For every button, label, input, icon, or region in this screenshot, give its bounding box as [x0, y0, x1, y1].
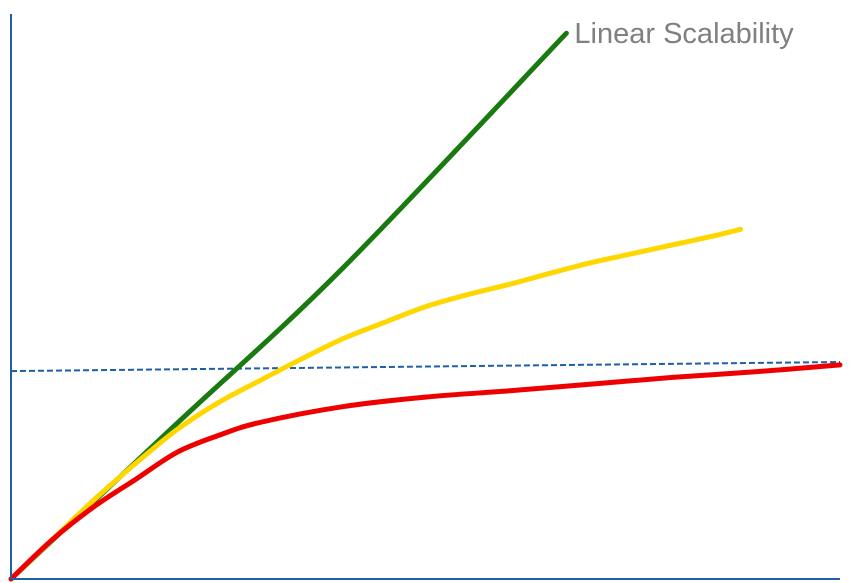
series-lines: [8, 30, 843, 582]
linear-scalability-label: Linear Scalability: [574, 18, 794, 50]
series-line-red: [8, 362, 843, 582]
annotations: Linear Scalability: [574, 18, 794, 50]
reference-lines: [10, 361, 841, 373]
axes: [10, 14, 840, 580]
reference-line-1: [10, 361, 841, 373]
series-line-yellow: [8, 226, 743, 582]
